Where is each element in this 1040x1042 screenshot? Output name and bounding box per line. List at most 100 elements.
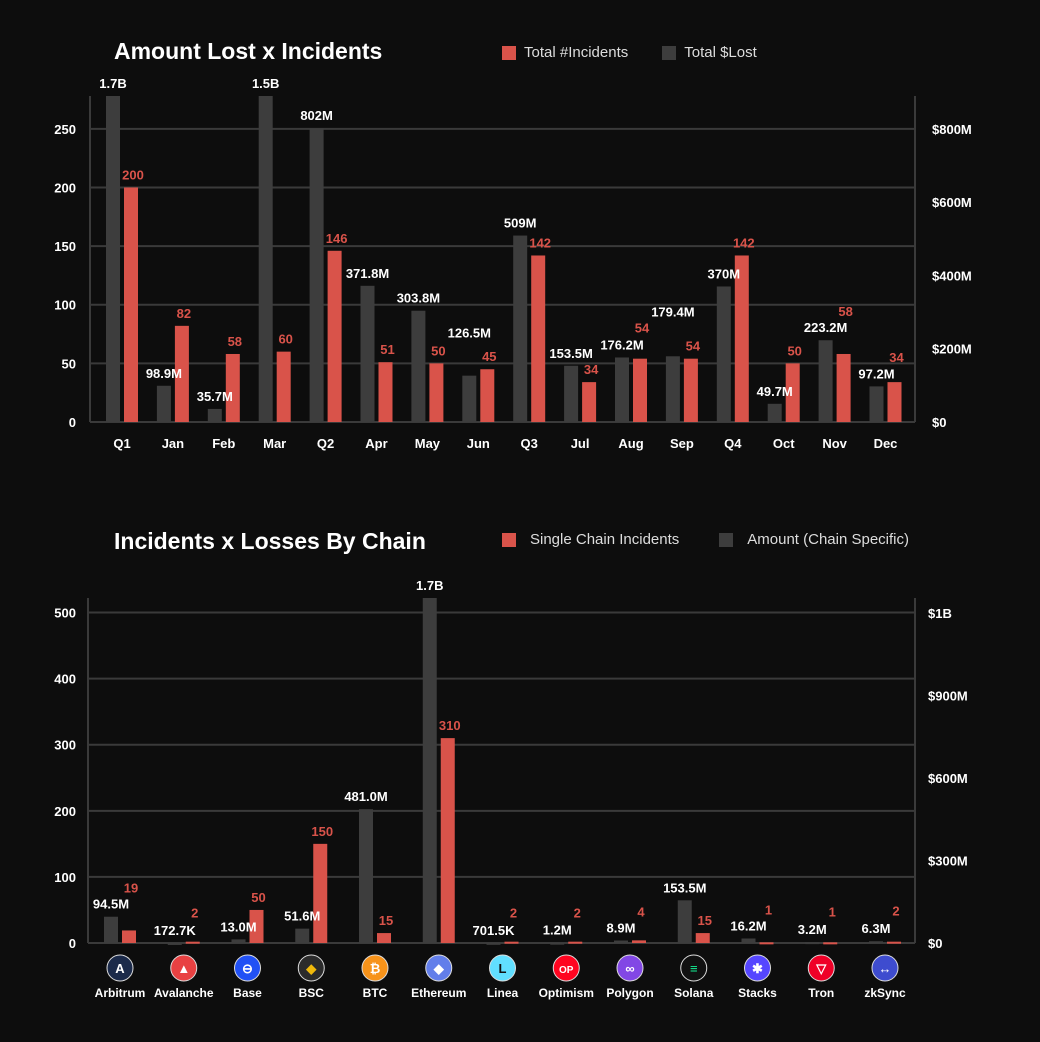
data-label-incidents: 50 (787, 343, 801, 358)
bar-incidents (122, 930, 136, 943)
bar-incidents (440, 738, 455, 943)
data-label-incidents: 150 (311, 824, 333, 839)
data-label-amount: 802M (300, 108, 333, 123)
right-tick-label: $1B (928, 606, 952, 621)
data-label-incidents: 19 (124, 880, 138, 895)
data-label-amount: 1.2M (543, 923, 572, 938)
linea-icon-glyph: L (499, 961, 507, 976)
left-tick-label: 300 (54, 738, 76, 753)
ethereum-icon (425, 954, 453, 982)
left-tick-label: 400 (54, 672, 76, 687)
data-label-amount: 509M (504, 216, 537, 231)
bar-amount (360, 285, 375, 422)
right-tick-label: $600M (932, 195, 972, 210)
bar-amount (741, 938, 756, 943)
arbitrum-icon (106, 954, 134, 982)
bar-incidents (504, 941, 519, 944)
data-label-incidents: 60 (278, 332, 292, 347)
stacks-icon-glyph: ✱ (752, 961, 763, 976)
right-tick-label: $0 (928, 936, 942, 951)
solana-icon-glyph: ≡ (690, 961, 698, 976)
category-label: Tron (808, 986, 834, 1000)
category-label: Sep (670, 436, 694, 451)
right-tick-label: $800M (932, 122, 972, 137)
bar-amount (359, 809, 373, 943)
category-label: May (415, 436, 441, 451)
data-label-amount: 371.8M (346, 266, 389, 281)
bar-incidents (531, 255, 546, 422)
bar-amount (564, 365, 579, 422)
bar-incidents (887, 382, 902, 422)
right-tick-label: $400M (932, 268, 972, 283)
data-label-incidents: 58 (838, 304, 852, 319)
data-label-amount: 1.5B (252, 76, 279, 91)
bar-amount (231, 939, 246, 943)
data-label-incidents: 2 (892, 904, 899, 919)
bar-amount (422, 598, 437, 943)
data-label-incidents: 54 (635, 321, 650, 336)
category-label: Jan (162, 436, 184, 451)
bar-incidents (695, 933, 710, 943)
legend-label-single-chain: Single Chain Incidents (530, 531, 680, 548)
base-icon-glyph: ⊖ (242, 961, 253, 976)
bar-incidents (836, 353, 851, 422)
data-label-amount: 481.0M (344, 789, 387, 804)
data-label-amount: 97.2M (858, 366, 894, 381)
bar-amount (716, 286, 731, 422)
data-label-amount: 701.5K (473, 923, 516, 938)
category-label: Solana (674, 986, 714, 1000)
bar-amount (665, 356, 680, 422)
legend-label-amount: Amount (Chain Specific) (747, 531, 909, 548)
tron-icon (807, 954, 835, 982)
zksync-icon-glyph: ↔ (879, 961, 892, 976)
category-label: Nov (822, 436, 847, 451)
bar-incidents (378, 362, 393, 422)
bar-amount (677, 900, 692, 943)
bar-amount (869, 386, 884, 422)
legend-swatch-single-chain (502, 532, 516, 547)
data-label-incidents: 50 (251, 890, 265, 905)
chart-1-title: Amount Lost x Incidents (114, 38, 383, 64)
bar-incidents (377, 933, 391, 943)
right-tick-label: $900M (928, 689, 968, 704)
category-label: BSC (299, 986, 325, 1000)
bar-incidents (683, 358, 698, 422)
category-label: Dec (874, 436, 898, 451)
polygon-icon (616, 954, 644, 982)
category-label: Mar (263, 436, 286, 451)
data-label-incidents: 1 (765, 902, 772, 917)
bar-amount (411, 310, 426, 422)
legend-swatch-amount (719, 532, 734, 547)
category-label: BTC (363, 986, 388, 1000)
data-label-incidents: 51 (380, 342, 394, 357)
category-label: Ethereum (411, 986, 466, 1000)
bar-incidents (225, 353, 240, 422)
bar-incidents (327, 250, 342, 422)
bar-incidents (759, 942, 774, 945)
data-label-incidents: 310 (439, 718, 461, 733)
data-label-incidents: 146 (326, 231, 348, 246)
left-tick-label: 0 (69, 415, 76, 430)
bar-amount (295, 928, 310, 943)
data-label-amount: 172.7K (154, 923, 197, 938)
bar-amount (486, 942, 501, 945)
category-label: Optimism (539, 986, 594, 1000)
category-label: Polygon (606, 986, 653, 1000)
data-label-incidents: 200 (122, 167, 144, 182)
category-label: Q4 (724, 436, 742, 451)
left-tick-label: 50 (62, 356, 76, 371)
data-label-amount: 35.7M (197, 389, 233, 404)
data-label-incidents: 142 (733, 235, 755, 250)
optimism-icon-glyph: OP (559, 965, 574, 976)
chart-1-legend: Total #Incidents Total $Lost (502, 44, 757, 61)
category-label: zkSync (864, 986, 906, 1000)
bar-amount (167, 942, 182, 945)
data-label-incidents: 2 (191, 906, 198, 921)
polygon-icon-glyph: ∞ (625, 961, 634, 976)
category-label: Feb (212, 436, 235, 451)
bar-amount (805, 942, 820, 945)
chart-2-legend: Single Chain Incidents Amount (Chain Spe… (502, 531, 909, 548)
bar-amount (207, 408, 222, 422)
left-tick-label: 100 (54, 298, 76, 313)
data-label-amount: 223.2M (804, 320, 847, 335)
